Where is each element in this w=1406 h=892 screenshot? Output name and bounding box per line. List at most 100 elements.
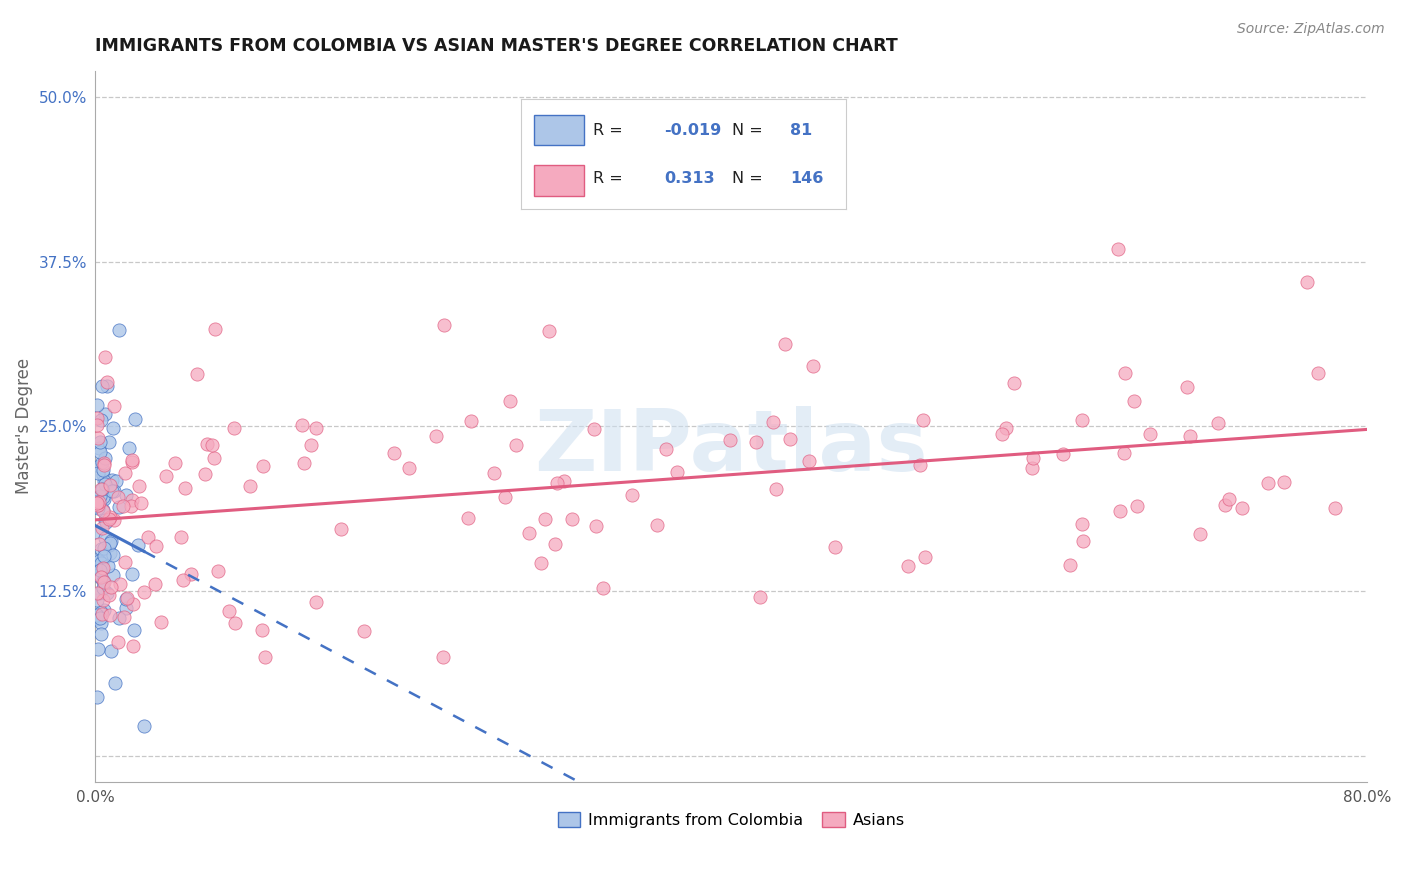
Point bbox=[94, 351, 117, 365]
Point bbox=[101, 567, 124, 582]
Point bbox=[90, 413, 112, 427]
Point bbox=[91, 503, 114, 517]
Point bbox=[86, 641, 108, 656]
Point bbox=[250, 623, 273, 637]
Point bbox=[620, 488, 643, 502]
Point bbox=[87, 586, 110, 600]
Point bbox=[93, 491, 115, 506]
Point bbox=[94, 407, 117, 421]
Point bbox=[1257, 475, 1279, 490]
Point bbox=[98, 538, 121, 552]
Point bbox=[180, 566, 202, 581]
Point bbox=[122, 597, 145, 611]
Point bbox=[647, 517, 669, 532]
Point bbox=[1213, 499, 1236, 513]
Point bbox=[546, 475, 568, 490]
Point bbox=[89, 445, 111, 459]
Point bbox=[115, 601, 138, 615]
Point bbox=[93, 603, 115, 617]
Point bbox=[89, 442, 111, 456]
Point bbox=[86, 608, 108, 623]
Point bbox=[121, 639, 143, 653]
Point bbox=[91, 463, 114, 477]
Point bbox=[101, 548, 124, 562]
Point bbox=[353, 624, 375, 638]
Point bbox=[93, 549, 115, 564]
Point bbox=[103, 399, 125, 413]
Point bbox=[655, 442, 678, 456]
Point bbox=[94, 513, 117, 527]
Point bbox=[897, 559, 920, 574]
Point bbox=[204, 322, 226, 336]
Point bbox=[90, 542, 112, 557]
Point bbox=[114, 467, 136, 481]
Point bbox=[112, 610, 135, 624]
Point bbox=[87, 500, 110, 515]
Point bbox=[329, 522, 352, 536]
Point bbox=[103, 512, 125, 526]
Point bbox=[201, 438, 224, 452]
Point bbox=[94, 531, 117, 545]
Point bbox=[172, 573, 194, 587]
Point bbox=[773, 337, 796, 351]
Point bbox=[1324, 500, 1347, 515]
Point bbox=[89, 554, 111, 568]
Point bbox=[1175, 380, 1198, 394]
Point bbox=[291, 417, 314, 432]
Point bbox=[90, 570, 112, 584]
Point bbox=[91, 504, 114, 518]
Point bbox=[1070, 413, 1092, 427]
Point bbox=[104, 676, 127, 690]
Point bbox=[100, 534, 122, 549]
Point bbox=[1021, 461, 1043, 475]
Point bbox=[107, 500, 129, 514]
Point bbox=[98, 608, 121, 623]
Point bbox=[145, 539, 167, 553]
Point bbox=[995, 421, 1018, 435]
Point bbox=[90, 482, 112, 496]
Point bbox=[224, 420, 246, 434]
Point bbox=[121, 453, 143, 467]
Point bbox=[87, 537, 110, 551]
Point bbox=[801, 359, 824, 374]
Point bbox=[165, 456, 187, 470]
Point bbox=[87, 498, 110, 512]
Point bbox=[1272, 475, 1295, 489]
Point bbox=[499, 393, 522, 408]
Point bbox=[202, 450, 225, 465]
Point bbox=[299, 438, 322, 452]
Text: IMMIGRANTS FROM COLOMBIA VS ASIAN MASTER'S DEGREE CORRELATION CHART: IMMIGRANTS FROM COLOMBIA VS ASIAN MASTER… bbox=[96, 37, 898, 55]
Point bbox=[107, 323, 129, 337]
Point bbox=[121, 566, 143, 581]
Point bbox=[89, 563, 111, 577]
Point bbox=[98, 512, 121, 526]
Point bbox=[97, 559, 120, 574]
Point bbox=[666, 185, 689, 199]
Point bbox=[1059, 558, 1081, 573]
Point bbox=[128, 479, 150, 493]
Point bbox=[544, 537, 567, 551]
Point bbox=[460, 414, 482, 428]
Point bbox=[93, 490, 115, 504]
Point bbox=[517, 526, 540, 541]
Point bbox=[87, 431, 110, 445]
Point bbox=[173, 481, 195, 495]
Point bbox=[252, 459, 274, 474]
Point bbox=[585, 519, 607, 533]
Point bbox=[127, 538, 149, 552]
Point bbox=[592, 581, 614, 595]
Point bbox=[1114, 446, 1136, 460]
Point bbox=[136, 530, 159, 544]
Point bbox=[1122, 394, 1144, 409]
Point bbox=[89, 570, 111, 584]
Point bbox=[86, 612, 108, 626]
Point bbox=[100, 474, 122, 488]
Point bbox=[91, 581, 114, 595]
Point bbox=[86, 498, 108, 512]
Point bbox=[98, 546, 121, 560]
Point bbox=[129, 496, 152, 510]
Point bbox=[799, 454, 821, 468]
Point bbox=[86, 399, 108, 413]
Point bbox=[86, 586, 108, 600]
Point bbox=[108, 576, 131, 591]
